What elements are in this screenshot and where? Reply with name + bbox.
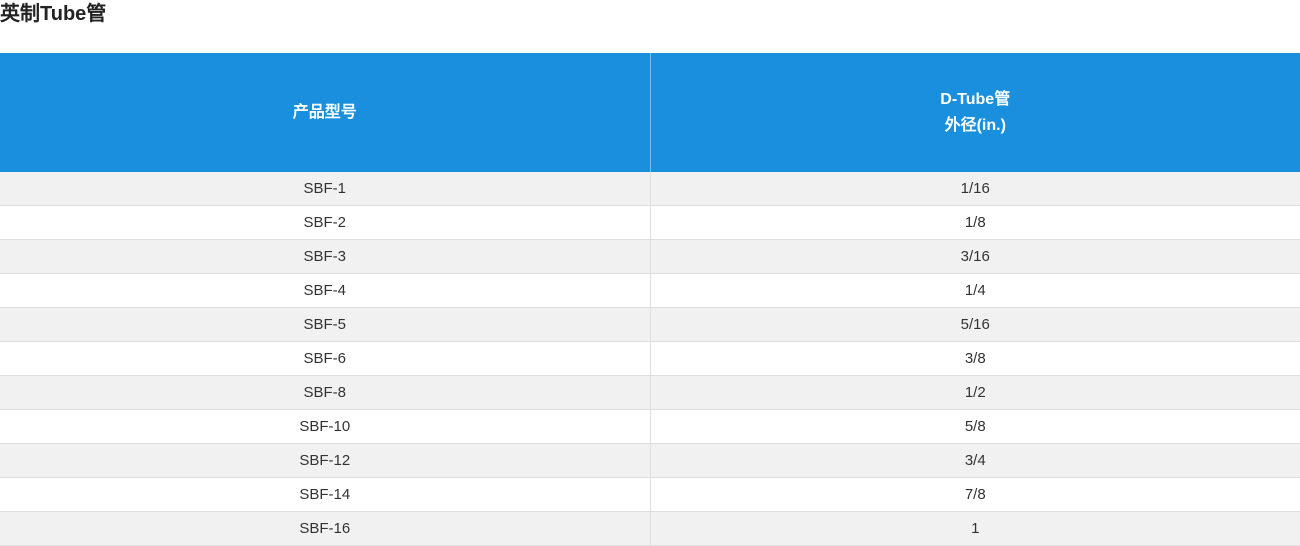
table-cell: SBF-16 xyxy=(0,511,651,546)
table-cell: SBF-3 xyxy=(0,239,651,274)
table-cell: SBF-14 xyxy=(0,477,651,512)
table-row: SBF-4 1/4 xyxy=(0,273,1300,308)
table-row: SBF-16 1 xyxy=(0,511,1300,546)
table-row: SBF-10 5/8 xyxy=(0,409,1300,444)
table-row: SBF-8 1/2 xyxy=(0,375,1300,410)
table-row: SBF-12 3/4 xyxy=(0,443,1300,478)
table-row: SBF-2 1/8 xyxy=(0,205,1300,240)
table-cell: SBF-12 xyxy=(0,443,651,478)
header-cell: 产品型号 xyxy=(0,53,651,172)
table-cell: SBF-5 xyxy=(0,307,651,342)
table-body: SBF-1 1/16 SBF-2 1/8 SBF-3 3/16 SBF-4 1/4 SBF-5 5… xyxy=(0,172,1300,546)
header-row: 产品型号 D-Tube管 外径(in.) xyxy=(0,53,1300,172)
spec-table: 产品型号 D-Tube管 外径(in.) SBF-1 1/16 SBF-2 1/8 SBF-… xyxy=(0,53,1300,546)
header-text: 产品型号 xyxy=(292,103,357,121)
table-header: 产品型号 D-Tube管 外径(in.) xyxy=(0,53,1300,172)
table-cell: SBF-10 xyxy=(0,409,651,444)
table-cell: 1/8 xyxy=(650,205,1300,240)
table-cell: SBF-1 xyxy=(0,172,651,206)
table-row: SBF-14 7/8 xyxy=(0,477,1300,512)
table-row: SBF-5 5/16 xyxy=(0,307,1300,342)
table-cell: SBF-4 xyxy=(0,273,651,308)
table-cell: 3/16 xyxy=(650,239,1300,274)
table-cell: 7/8 xyxy=(650,477,1300,512)
table-cell: SBF-6 xyxy=(0,341,651,376)
table-cell: 5/8 xyxy=(650,409,1300,444)
header-text: D-Tube管 xyxy=(940,90,1011,108)
table-row: SBF-6 3/8 xyxy=(0,341,1300,376)
header-cell: D-Tube管 外径(in.) xyxy=(650,53,1300,172)
table-cell: 3/4 xyxy=(650,443,1300,478)
table-cell: 1 xyxy=(650,511,1300,546)
table-cell: 1/2 xyxy=(650,375,1300,410)
table-cell: SBF-8 xyxy=(0,375,651,410)
header-text: 外径(in.) xyxy=(944,116,1006,134)
table-cell: 1/4 xyxy=(650,273,1300,308)
table-row: SBF-3 3/16 xyxy=(0,239,1300,274)
table-cell: 3/8 xyxy=(650,341,1300,376)
table-cell: 1/16 xyxy=(650,172,1300,206)
table-cell: SBF-2 xyxy=(0,205,651,240)
table-row: SBF-1 1/16 xyxy=(0,172,1300,206)
page-title: 英制Tube管 xyxy=(0,3,107,25)
table-cell: 5/16 xyxy=(650,307,1300,342)
